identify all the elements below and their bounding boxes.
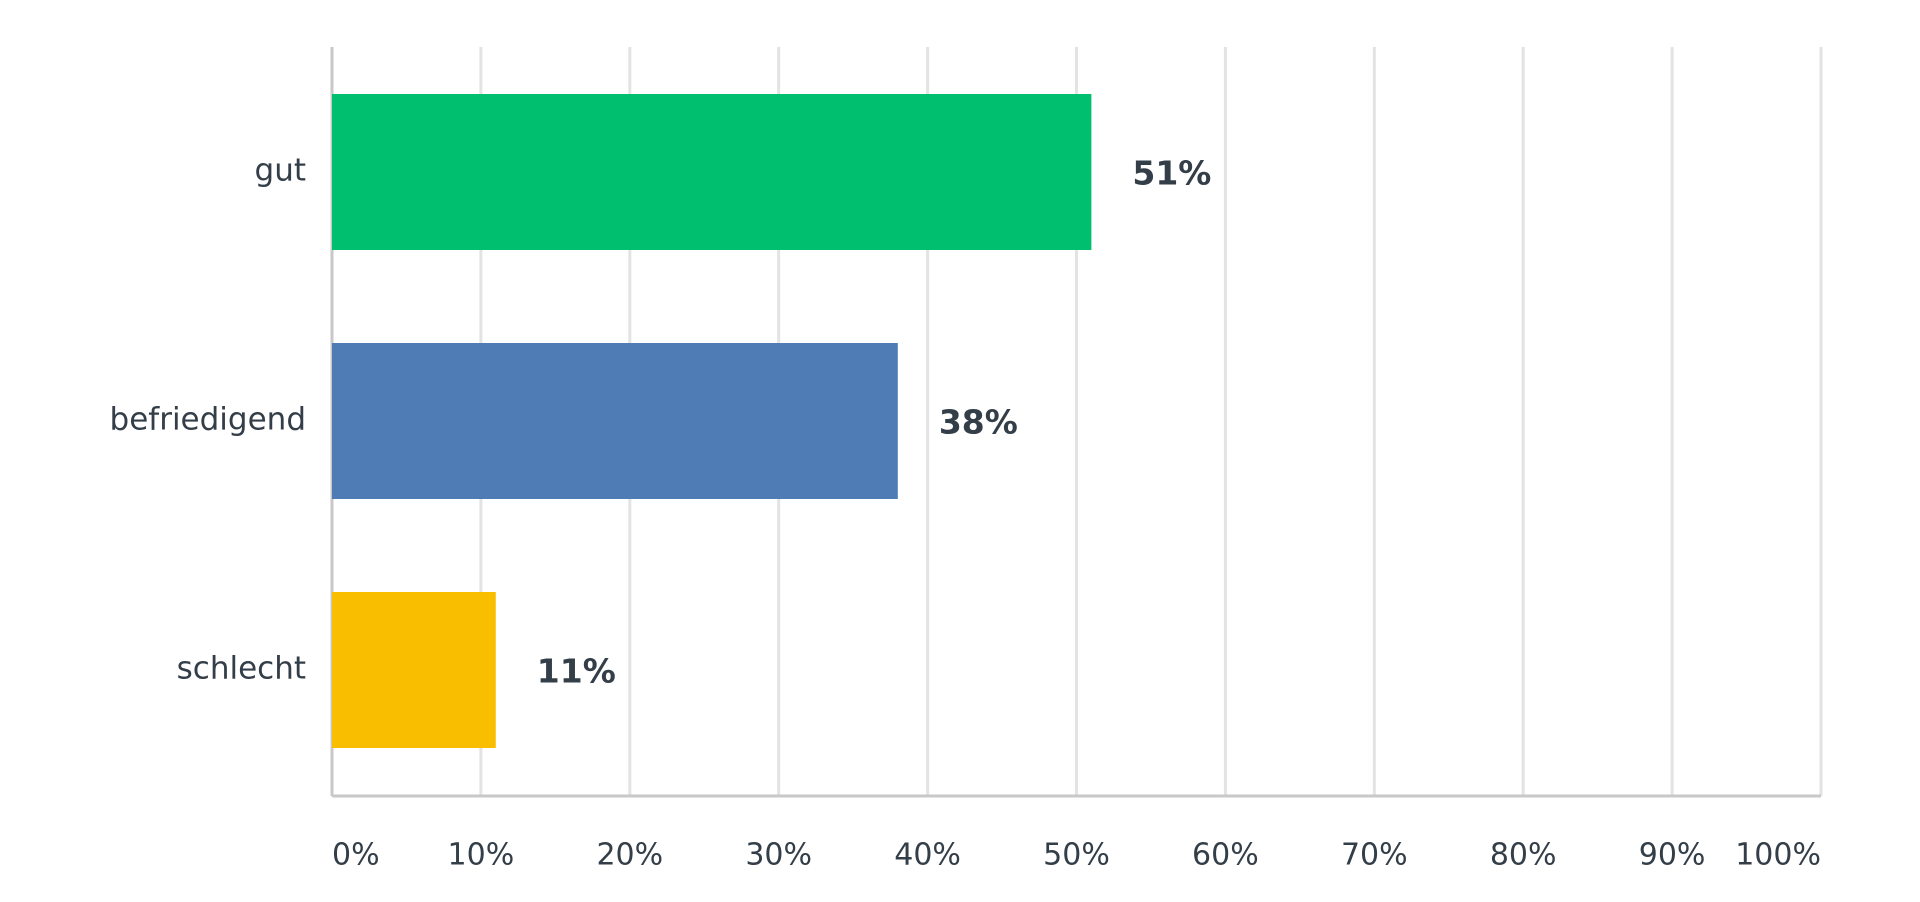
x-tick-label: 50% [1043, 838, 1110, 873]
x-tick-label: 90% [1639, 838, 1706, 873]
bar [332, 592, 496, 748]
x-tick-label: 70% [1341, 838, 1408, 873]
category-label: gut [255, 153, 306, 189]
x-tick-label: 80% [1490, 838, 1557, 873]
value-label: 51% [1132, 154, 1211, 193]
x-tick-label: 40% [894, 838, 961, 873]
x-tick-label: 10% [448, 838, 515, 873]
x-tick-label: 20% [596, 838, 663, 873]
bar [332, 94, 1092, 250]
value-label: 38% [939, 403, 1018, 442]
bar [332, 343, 898, 499]
category-label: befriedigend [110, 402, 306, 438]
category-label: schlecht [177, 651, 306, 687]
x-tick-label: 0% [332, 838, 380, 873]
value-label: 11% [537, 652, 616, 691]
x-tick-label: 30% [745, 838, 812, 873]
x-tick-label: 60% [1192, 838, 1259, 873]
x-tick-label: 100% [1735, 838, 1821, 873]
